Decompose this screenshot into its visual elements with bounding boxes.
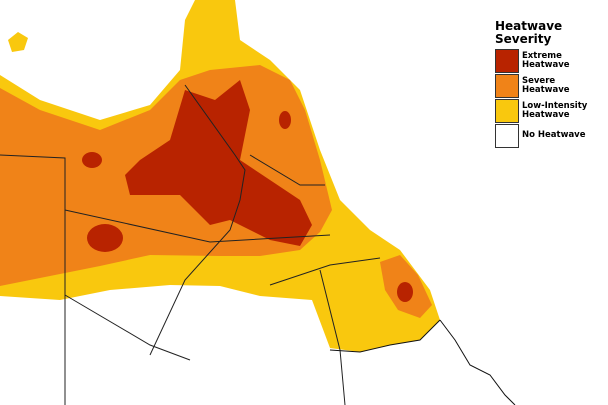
coastline xyxy=(329,319,441,353)
region-border xyxy=(319,269,346,405)
region-border xyxy=(249,154,325,186)
region-border xyxy=(64,294,191,361)
legend-items: Extreme Heatwave Severe Heatwave Low-Inten… xyxy=(495,48,605,148)
legend-title: Heatwave Severity xyxy=(495,19,563,46)
state-border xyxy=(0,154,66,405)
extreme-patch xyxy=(82,152,102,168)
coastline xyxy=(439,319,516,405)
region-border xyxy=(149,84,246,356)
legend-swatch xyxy=(495,98,519,123)
region-border xyxy=(64,209,331,243)
region-border xyxy=(269,257,381,286)
legend-label: Extreme Heatwave xyxy=(522,50,570,70)
legend-label: No Heatwave xyxy=(522,130,586,140)
legend-item: Low-Intensity Heatwave xyxy=(495,98,605,123)
legend-swatch xyxy=(495,73,519,98)
extreme-patch xyxy=(397,282,413,302)
legend-label: Severe Heatwave xyxy=(522,75,570,95)
legend: Heatwave Severity Extreme Heatwave Severe… xyxy=(495,20,605,148)
legend-swatch xyxy=(495,123,519,148)
legend-item: Severe Heatwave xyxy=(495,73,605,98)
low-intensity-island xyxy=(8,32,28,52)
legend-item: Extreme Heatwave xyxy=(495,48,605,73)
extreme-patch xyxy=(87,224,123,252)
legend-item: No Heatwave xyxy=(495,123,605,148)
legend-label: Low-Intensity Heatwave xyxy=(522,100,588,120)
extreme-region xyxy=(125,80,312,246)
extreme-patch xyxy=(279,111,291,129)
legend-swatch xyxy=(495,48,519,73)
